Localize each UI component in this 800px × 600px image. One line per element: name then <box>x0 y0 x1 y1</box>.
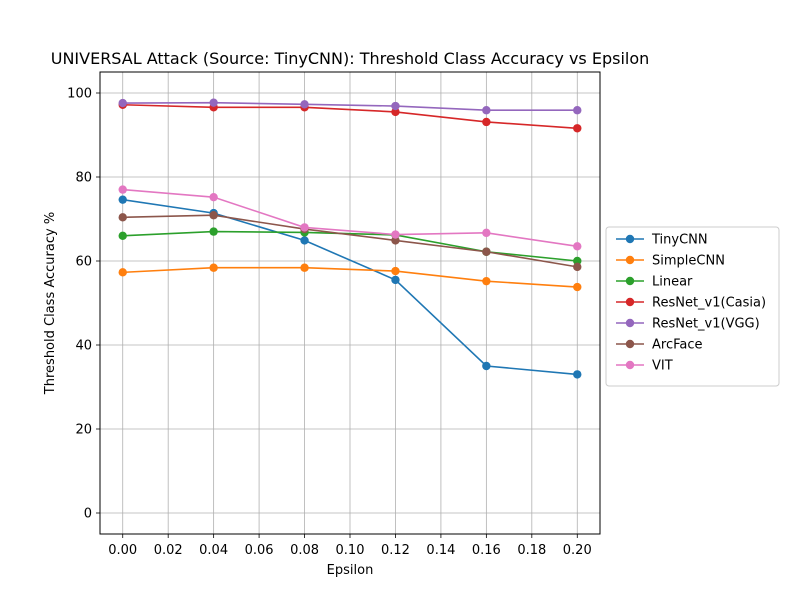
y-axis-label: Threshold Class Accuracy % <box>43 212 58 395</box>
x-tick-label: 0.18 <box>517 543 546 558</box>
data-point <box>482 361 491 371</box>
data-point <box>118 213 127 222</box>
x-tick-label: 0.10 <box>336 543 365 558</box>
series-vit <box>118 185 582 251</box>
data-point <box>300 100 309 109</box>
data-point <box>573 282 582 292</box>
legend-marker <box>625 360 635 370</box>
legend-marker <box>625 276 635 286</box>
x-tick-label: 0.16 <box>472 543 501 558</box>
legend-box <box>605 226 780 387</box>
data-point <box>573 242 582 251</box>
data-point <box>482 117 491 127</box>
x-axis-ticks: 0.00 0.02 0.04 0.06 0.08 0.10 0.12 0.14 0.16 0.18… <box>108 534 592 558</box>
legend-label: ResNet_v1(Casia) <box>652 296 766 311</box>
series-resnet-v1-vgg- <box>118 98 582 115</box>
legend: TinyCNN SimpleCNN Linear ResNet_v1(Casia) Re… <box>605 226 780 387</box>
data-point <box>482 106 491 115</box>
data-point <box>118 231 127 240</box>
data-point <box>482 276 491 286</box>
data-point <box>118 268 127 277</box>
legend-label: ArcFace <box>652 338 703 353</box>
data-point <box>573 256 582 266</box>
legend-marker <box>625 318 635 328</box>
x-axis-label: Epsilon <box>327 563 374 578</box>
legend-label: VIT <box>652 359 673 374</box>
y-tick-label: 60 <box>75 255 92 270</box>
legend-label: ResNet_v1(VGG) <box>652 317 760 332</box>
data-point <box>118 98 127 108</box>
data-point <box>391 266 400 276</box>
legend-item: VIT <box>616 359 673 374</box>
series-line <box>122 198 578 376</box>
data-point <box>482 228 491 238</box>
data-point <box>300 223 309 232</box>
data-point <box>209 192 218 202</box>
data-point <box>482 247 491 256</box>
data-point <box>300 263 309 272</box>
legend-item: TinyCNN <box>616 233 708 248</box>
legend-label: SimpleCNN <box>652 254 725 269</box>
series-line <box>122 188 578 248</box>
legend-marker <box>625 255 635 265</box>
x-tick-label: 0.06 <box>245 543 274 558</box>
legend-item: ArcFace <box>616 338 703 353</box>
data-point <box>391 107 400 117</box>
x-tick-label: 0.08 <box>290 543 319 558</box>
y-tick-label: 40 <box>75 339 92 354</box>
legend-item: SimpleCNN <box>616 254 725 269</box>
legend-label: Linear <box>652 275 693 290</box>
series-resnet-v1-casia- <box>118 100 582 133</box>
data-point <box>573 124 582 133</box>
data-point <box>209 227 218 236</box>
x-tick-label: 0.04 <box>199 543 228 558</box>
legend-marker <box>625 234 635 244</box>
data-point <box>118 185 127 194</box>
series-tinycnn <box>118 195 582 379</box>
legend-item: ResNet_v1(VGG) <box>616 317 760 332</box>
y-tick-label: 0 <box>84 507 92 522</box>
x-tick-label: 0.00 <box>108 543 137 558</box>
series-simplecnn <box>118 263 582 292</box>
data-point <box>391 230 400 239</box>
data-point <box>209 211 218 220</box>
data-point <box>391 236 400 245</box>
data-point <box>300 236 309 245</box>
grid-lines <box>100 72 600 534</box>
chart-title: UNIVERSAL Attack (Source: TinyCNN): Thre… <box>51 49 650 68</box>
data-point <box>573 262 582 272</box>
series-line <box>122 103 578 130</box>
series-group <box>118 98 582 379</box>
y-tick-label: 80 <box>75 171 92 186</box>
legend-label: TinyCNN <box>651 233 708 248</box>
data-point <box>573 106 582 115</box>
series-line <box>122 266 578 288</box>
y-tick-label: 100 <box>67 87 92 102</box>
x-tick-label: 0.02 <box>154 543 183 558</box>
series-line <box>122 214 578 268</box>
series-line <box>122 230 578 262</box>
legend-marker <box>625 339 635 349</box>
data-point <box>573 370 582 379</box>
data-point <box>391 101 400 111</box>
data-point <box>391 275 400 285</box>
series-line <box>122 101 578 112</box>
x-tick-label: 0.12 <box>381 543 410 558</box>
legend-marker <box>625 297 635 307</box>
x-tick-label: 0.14 <box>426 543 455 558</box>
data-point <box>209 263 218 272</box>
legend-item: ResNet_v1(Casia) <box>616 296 766 311</box>
data-point <box>118 195 127 204</box>
legend-item: Linear <box>616 275 693 290</box>
y-axis-ticks: 0 20 40 60 80 100 <box>67 87 100 522</box>
y-tick-label: 20 <box>75 423 92 438</box>
data-point <box>209 98 218 107</box>
x-tick-label: 0.20 <box>563 543 592 558</box>
